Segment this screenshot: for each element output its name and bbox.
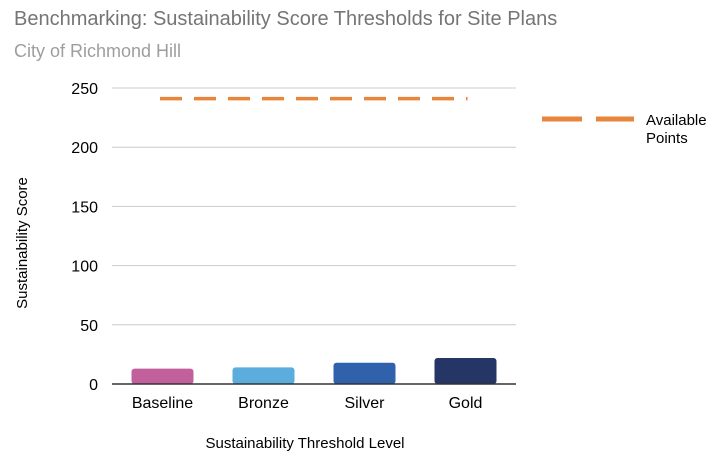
gridlines	[112, 87, 516, 326]
legend-label-line-2: Points	[646, 130, 688, 147]
bar-bronze	[232, 367, 295, 384]
y-tick-label: 50	[80, 318, 98, 335]
y-tick-label: 150	[71, 199, 98, 216]
x-tick-label: Gold	[449, 395, 483, 412]
bar-gold	[434, 357, 497, 384]
y-tick-label: 0	[89, 377, 98, 394]
y-axis-ticks: 0 50 100 150 200 250	[71, 81, 98, 394]
chart-title: Benchmarking: Sustainability Score Thres…	[14, 8, 557, 30]
x-tick-label: Bronze	[238, 395, 289, 412]
y-tick-label: 250	[71, 81, 98, 98]
x-axis-title: Sustainability Threshold Level	[205, 435, 404, 452]
x-tick-label: Baseline	[132, 395, 193, 412]
y-axis-title: Sustainability Score	[14, 177, 31, 309]
bar-baseline	[131, 368, 194, 384]
x-tick-label: Silver	[344, 395, 385, 412]
legend: Available Points	[542, 112, 707, 147]
x-axis-ticks: Baseline Bronze Silver Gold	[132, 395, 483, 412]
chart-subtitle: City of Richmond Hill	[14, 41, 181, 61]
y-tick-label: 200	[71, 140, 98, 157]
legend-label-line-1: Available	[646, 112, 707, 129]
y-tick-label: 100	[71, 259, 98, 276]
bar-silver	[333, 362, 396, 384]
bars	[131, 357, 497, 384]
